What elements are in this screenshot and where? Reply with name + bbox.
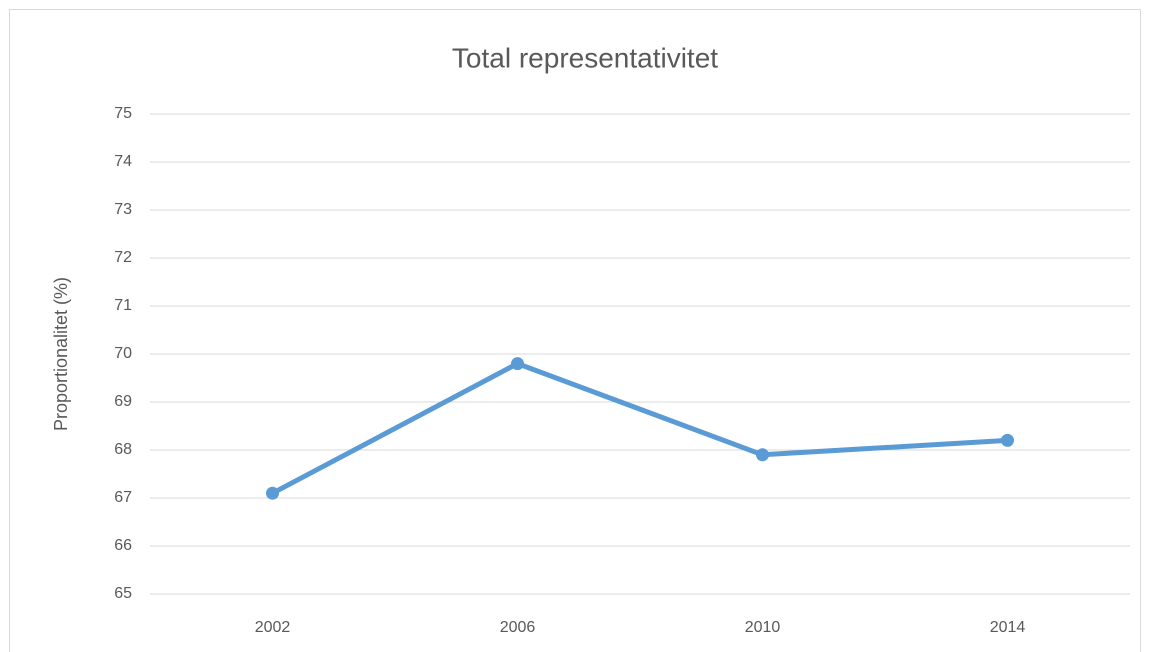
x-tick-label: 2010 bbox=[745, 619, 781, 636]
marker bbox=[756, 448, 769, 462]
marker bbox=[266, 486, 279, 500]
line bbox=[271, 361, 1008, 496]
marker bbox=[1001, 433, 1014, 447]
y-tick-label: 74 bbox=[114, 153, 132, 170]
y-tick-label: 72 bbox=[114, 249, 132, 266]
y-tick-label: 67 bbox=[114, 489, 132, 506]
y-tick-label: 70 bbox=[114, 345, 132, 362]
marker bbox=[511, 357, 524, 371]
y-axis-label: Proportionalitet (%) bbox=[51, 277, 71, 431]
x-tick-label: 2014 bbox=[990, 619, 1026, 636]
chart-border bbox=[9, 9, 1141, 652]
x-tick-label: 2002 bbox=[255, 619, 291, 636]
chart-title: Total representativitet bbox=[452, 42, 718, 73]
y-tick-label: 73 bbox=[114, 201, 132, 218]
y-tick-label: 66 bbox=[114, 537, 132, 554]
y-tick-label: 65 bbox=[114, 585, 132, 602]
y-tick-label: 69 bbox=[114, 393, 132, 410]
y-tick-label: 75 bbox=[114, 105, 132, 122]
x-tick-label: 2006 bbox=[500, 619, 536, 636]
y-tick-label: 68 bbox=[114, 441, 132, 458]
y-tick-label: 71 bbox=[114, 297, 132, 314]
